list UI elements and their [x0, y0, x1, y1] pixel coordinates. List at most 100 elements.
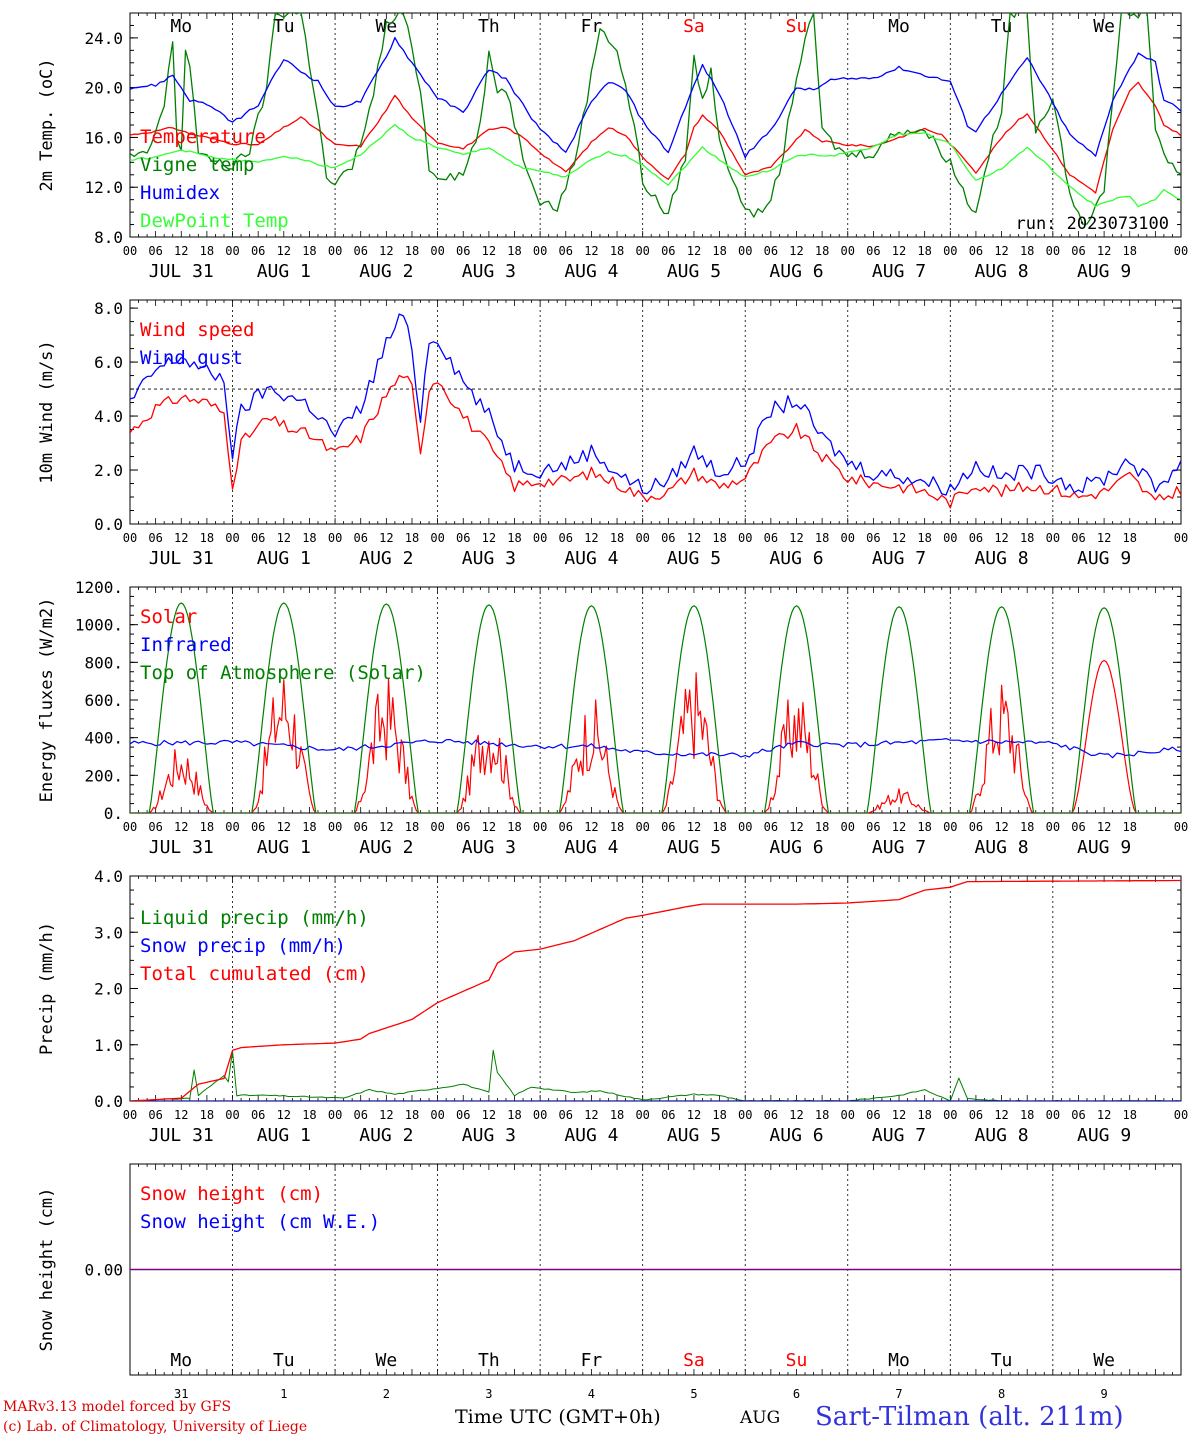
x-hour-label: 18 — [507, 1108, 521, 1122]
x-hour-label: 18 — [1020, 531, 1034, 545]
x-hour-label: 12 — [687, 244, 701, 258]
x-date-label: AUG 4 — [564, 837, 618, 858]
x-hour-label: 18 — [712, 244, 726, 258]
x-hour-label: 00 — [635, 244, 649, 258]
series-group-temp — [130, 13, 1181, 225]
x-hour-label: 00 — [635, 531, 649, 545]
series-group-wind — [130, 313, 1181, 509]
x-date-label: JUL 31 — [149, 548, 214, 569]
x-hour-label: 18 — [405, 244, 419, 258]
x-hour-label: 18 — [610, 531, 624, 545]
y-tick-label: 6.0 — [94, 353, 123, 372]
x-date-label: AUG 1 — [257, 837, 311, 858]
y-tick-label: 1200. — [75, 578, 123, 597]
x-hour-label: 18 — [815, 244, 829, 258]
x-hour-label: 18 — [712, 1108, 726, 1122]
x-hour-label: 12 — [584, 531, 598, 545]
x-hour-label: 00 — [841, 531, 855, 545]
series-line-infrared — [130, 738, 1181, 759]
x-hour-label: 12 — [994, 531, 1008, 545]
x-hour-label: 12 — [687, 820, 701, 834]
x-hour-label: 00 — [1046, 531, 1060, 545]
day-name: Sa — [683, 16, 705, 37]
series-line-solar — [130, 659, 1181, 813]
x-hour-label: 00 — [1046, 1108, 1060, 1122]
y-tick-label: 0.0 — [94, 1092, 123, 1111]
x-hour-label: 06 — [456, 1108, 470, 1122]
x-hour-label: 06 — [559, 531, 573, 545]
time-axis-label: Time UTC (GMT+0h) — [455, 1406, 661, 1428]
series-line-temperature — [130, 81, 1181, 194]
x-hour-label: 00 — [328, 1108, 342, 1122]
x-hour-label: 00 — [328, 531, 342, 545]
x-hour-label: 12 — [892, 1108, 906, 1122]
series-line-total-cumulated-cm- — [130, 879, 1181, 1101]
x-date-label: AUG 8 — [974, 1125, 1028, 1146]
x-hour-label: 12 — [994, 1108, 1008, 1122]
x-hour-label: 12 — [174, 244, 188, 258]
x-date-label: JUL 31 — [149, 837, 214, 858]
x-date-label: AUG 7 — [872, 1125, 926, 1146]
x-hour-label: 00 — [123, 244, 137, 258]
x-date-label: AUG 6 — [769, 261, 823, 282]
x-hour-label: 00 — [123, 531, 137, 545]
x-hour-label: 00 — [533, 531, 547, 545]
x-date-label: AUG 2 — [359, 1125, 413, 1146]
x-hour-label: 06 — [866, 820, 880, 834]
day-name: Su — [786, 1350, 808, 1371]
y-axis-label-snow: Snow height (cm) — [37, 1188, 57, 1352]
x-hour-label: 06 — [148, 531, 162, 545]
run-annotation: run: 2023073100 — [1015, 214, 1169, 234]
x-date-label: AUG 8 — [974, 837, 1028, 858]
day-name: We — [1093, 1350, 1115, 1371]
day-name: Tu — [991, 1350, 1013, 1371]
x-hour-label: 18 — [405, 531, 419, 545]
x-hour-label: 12 — [379, 244, 393, 258]
x-hour-label: 00 — [1174, 820, 1188, 834]
x-date-label: AUG 9 — [1077, 837, 1131, 858]
x-hour-label: 12 — [789, 244, 803, 258]
x-date-label: AUG 3 — [462, 261, 516, 282]
y-tick-label: 400. — [84, 729, 123, 748]
legend-entry: Snow height (cm W.E.) — [140, 1211, 380, 1233]
x-date-label: AUG 9 — [1077, 261, 1131, 282]
x-hour-label: 00 — [533, 820, 547, 834]
x-date-label: AUG 7 — [872, 837, 926, 858]
x-hour-label: 00 — [533, 244, 547, 258]
day-number: 5 — [690, 1387, 697, 1401]
day-number: 2 — [383, 1387, 390, 1401]
x-date-label: AUG 2 — [359, 837, 413, 858]
x-hour-label: 00 — [430, 531, 444, 545]
x-date-label: AUG 3 — [462, 1125, 516, 1146]
y-axis-label-energy: Energy fluxes (W/m2) — [37, 598, 57, 803]
day-name: Fr — [581, 16, 603, 37]
x-hour-label: 18 — [302, 1108, 316, 1122]
legend-entry: Snow precip (mm/h) — [140, 935, 346, 957]
day-number: 31 — [174, 1387, 188, 1401]
station-label: Sart-Tilman (alt. 211m) — [815, 1402, 1124, 1432]
x-hour-label: 00 — [225, 1108, 239, 1122]
x-hour-label: 18 — [200, 1108, 214, 1122]
y-tick-label: 0. — [104, 804, 123, 823]
x-hour-label: 18 — [610, 244, 624, 258]
x-date-label: AUG 2 — [359, 548, 413, 569]
legend-entry: Wind speed — [140, 319, 254, 341]
x-hour-label: 00 — [1046, 820, 1060, 834]
y-tick-label: 2.0 — [94, 980, 123, 999]
day-name: Sa — [683, 1350, 705, 1371]
x-hour-label: 00 — [225, 531, 239, 545]
x-hour-label: 12 — [174, 531, 188, 545]
x-date-label: AUG 6 — [769, 837, 823, 858]
series-line-wind-gust — [130, 313, 1181, 496]
x-hour-label: 06 — [353, 1108, 367, 1122]
x-hour-label: 00 — [943, 531, 957, 545]
day-name: We — [375, 1350, 397, 1371]
x-hour-label: 06 — [764, 244, 778, 258]
x-hour-label: 06 — [969, 531, 983, 545]
x-hour-label: 06 — [969, 1108, 983, 1122]
y-tick-label: 0.00 — [84, 1261, 123, 1280]
footer-credit-model: MARv3.13 model forced by GFS — [3, 1399, 232, 1415]
x-hour-label: 18 — [712, 531, 726, 545]
day-name: Tu — [991, 16, 1013, 37]
x-hour-label: 06 — [764, 1108, 778, 1122]
